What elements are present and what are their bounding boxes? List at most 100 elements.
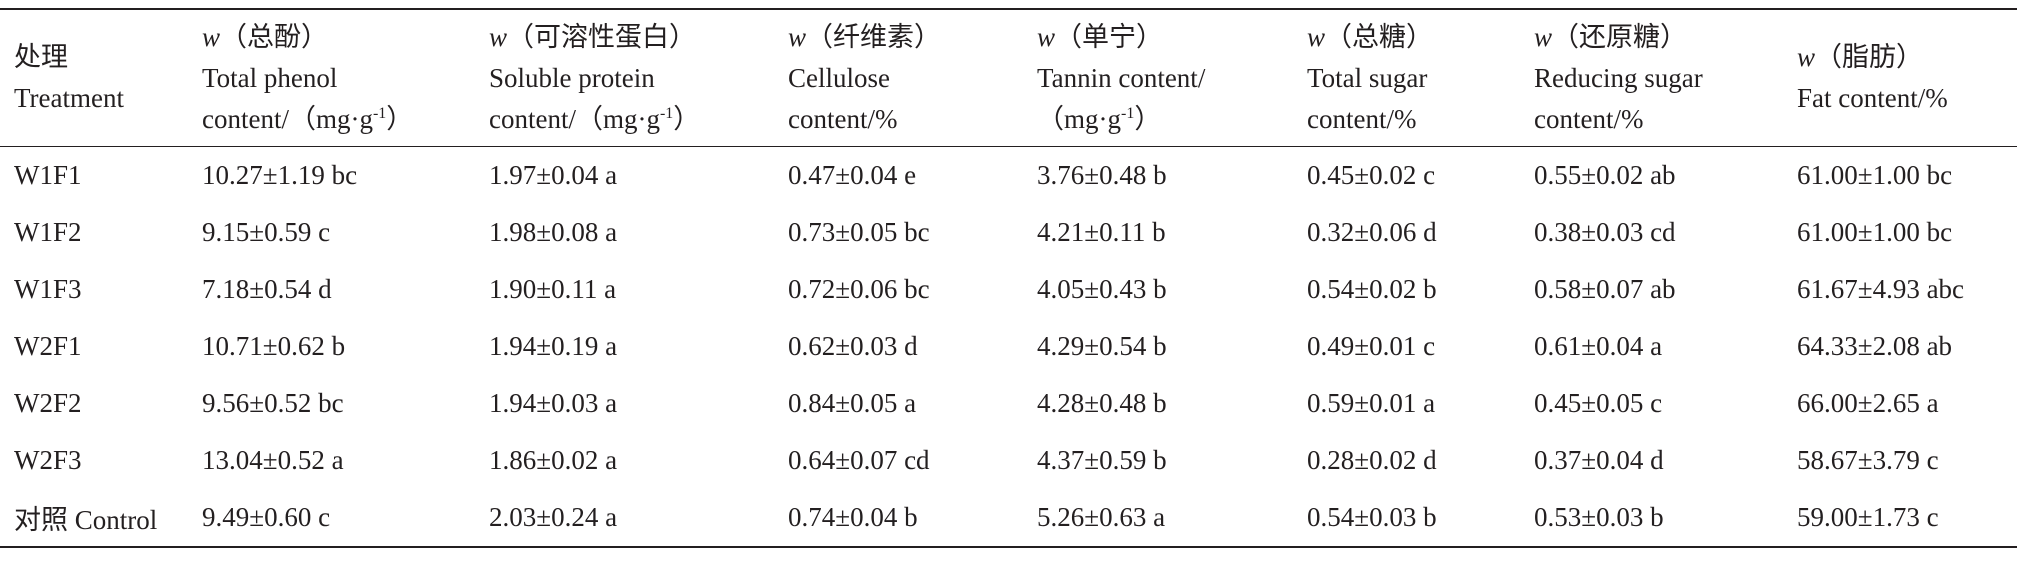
table-row: W2F3 13.04±0.52 a 1.86±0.02 a 0.64±0.07 cd 4… <box>0 432 2017 489</box>
value-cell: 1.97±0.04 a <box>489 160 618 190</box>
value-cell: 0.47±0.04 e <box>788 160 917 190</box>
header-text: content/% <box>1534 103 1644 134</box>
header-line: Soluble protein <box>489 58 788 99</box>
value-cell: 4.28±0.48 b <box>1037 388 1167 418</box>
header-cell: w（总糖） Total sugar content/% <box>1307 9 1534 147</box>
table-row: W2F2 9.56±0.52 bc 1.94±0.03 a 0.84±0.05 a 4.… <box>0 375 2017 432</box>
header-line: （mg·g-1） <box>1037 99 1307 140</box>
header-text: Reducing sugar <box>1534 62 1703 93</box>
value-cell: 0.38±0.03 cd <box>1534 217 1676 247</box>
value-cell: 4.37±0.59 b <box>1037 445 1167 475</box>
header-line: Total phenol <box>202 58 489 99</box>
value-cell: 0.45±0.02 c <box>1307 160 1436 190</box>
table-body: W1F1 10.27±1.19 bc 1.97±0.04 a 0.47±0.04 e 3… <box>0 147 2017 547</box>
treatment-cell: 对照 Control <box>14 505 158 535</box>
header-exponent: -1 <box>659 104 674 122</box>
value-cell: 1.90±0.11 a <box>489 274 617 304</box>
value-cell: 66.00±2.65 a <box>1797 388 1939 418</box>
header-text: Total phenol <box>202 62 338 93</box>
header-line: content/% <box>1534 99 1797 140</box>
header-exponent: -1 <box>1121 104 1135 122</box>
header-text: （总酚） <box>220 21 329 52</box>
value-cell: 0.62±0.03 d <box>788 331 918 361</box>
value-cell: 10.27±1.19 bc <box>202 160 358 190</box>
table-row: W1F1 10.27±1.19 bc 1.97±0.04 a 0.47±0.04 e 3… <box>0 147 2017 205</box>
value-cell: 59.00±1.73 c <box>1797 502 1939 532</box>
value-cell: 7.18±0.54 d <box>202 274 332 304</box>
value-cell: 1.86±0.02 a <box>489 445 618 475</box>
header-text: ） <box>1134 103 1162 134</box>
value-cell: 0.54±0.02 b <box>1307 274 1437 304</box>
header-text: （还原糖） <box>1552 21 1688 52</box>
value-cell: 4.29±0.54 b <box>1037 331 1167 361</box>
header-text: Total sugar <box>1307 62 1428 93</box>
value-cell: 0.84±0.05 a <box>788 388 917 418</box>
header-symbol: w <box>788 21 807 52</box>
table-header: 处理 Treatment w（总酚） Total phenol content/（mg·… <box>0 9 2017 147</box>
header-cell: w（纤维素） Cellulose content/% <box>788 9 1037 147</box>
header-symbol: w <box>489 21 508 52</box>
header-text: ） <box>673 103 701 134</box>
header-line: w（总酚） <box>202 17 489 58</box>
value-cell: 0.32±0.06 d <box>1307 217 1437 247</box>
header-line: Cellulose <box>788 58 1037 99</box>
header-symbol: w <box>1307 21 1326 52</box>
value-cell: 0.28±0.02 d <box>1307 445 1437 475</box>
value-cell: 0.55±0.02 ab <box>1534 160 1676 190</box>
header-text: Tannin content/ <box>1037 62 1206 93</box>
header-text: content/（mg·g <box>202 103 373 134</box>
header-text: 处理 <box>14 42 68 72</box>
value-cell: 13.04±0.52 a <box>202 445 344 475</box>
header-line: content/% <box>1307 99 1534 140</box>
header-line: Fat content/% <box>1797 78 2017 119</box>
header-text: Treatment <box>14 83 124 113</box>
header-text: （总糖） <box>1325 21 1434 52</box>
header-symbol: w <box>1797 42 1816 72</box>
value-cell: 0.54±0.03 b <box>1307 502 1437 532</box>
header-text: content/% <box>1307 103 1417 134</box>
value-cell: 0.59±0.01 a <box>1307 388 1436 418</box>
value-cell: 0.74±0.04 b <box>788 502 918 532</box>
value-cell: 9.49±0.60 c <box>202 502 331 532</box>
value-cell: 2.03±0.24 a <box>489 502 618 532</box>
value-cell: 9.15±0.59 c <box>202 217 331 247</box>
header-symbol: w <box>1037 21 1056 52</box>
header-line: w（可溶性蛋白） <box>489 17 788 58</box>
value-cell: 58.67±3.79 c <box>1797 445 1939 475</box>
value-cell: 0.72±0.06 bc <box>788 274 930 304</box>
header-line: Tannin content/ <box>1037 58 1307 99</box>
header-symbol: w <box>202 21 221 52</box>
value-cell: 0.37±0.04 d <box>1534 445 1664 475</box>
header-text: Fat content/% <box>1797 83 1948 113</box>
treatment-cell: W2F2 <box>14 388 82 418</box>
value-cell: 1.98±0.08 a <box>489 217 618 247</box>
header-text: （脂肪） <box>1815 42 1924 72</box>
header-line: w（还原糖） <box>1534 17 1797 58</box>
value-cell: 61.00±1.00 bc <box>1797 217 1953 247</box>
header-line: w（总糖） <box>1307 17 1534 58</box>
treatment-cell: W1F3 <box>14 274 82 304</box>
value-cell: 0.49±0.01 c <box>1307 331 1436 361</box>
table-row: 对照 Control 9.49±0.60 c 2.03±0.24 a 0.74±0.0… <box>0 489 2017 547</box>
value-cell: 61.00±1.00 bc <box>1797 160 1953 190</box>
header-cell: w（单宁） Tannin content/ （mg·g-1） <box>1037 9 1307 147</box>
header-text: （纤维素） <box>806 21 942 52</box>
header-row: 处理 Treatment w（总酚） Total phenol content/（mg·… <box>0 9 2017 147</box>
header-text: Cellulose <box>788 62 890 93</box>
table-row: W2F1 10.71±0.62 b 1.94±0.19 a 0.62±0.03 d 4.… <box>0 318 2017 375</box>
header-cell: w（还原糖） Reducing sugar content/% <box>1534 9 1797 147</box>
value-cell: 0.45±0.05 c <box>1534 388 1663 418</box>
treatment-cell: W2F3 <box>14 445 82 475</box>
value-cell: 0.53±0.03 b <box>1534 502 1664 532</box>
value-cell: 9.56±0.52 bc <box>202 388 344 418</box>
header-text: content/（mg·g <box>489 103 660 134</box>
treatment-cell: W1F2 <box>14 217 82 247</box>
header-line: w（脂肪） <box>1797 37 2017 78</box>
header-line: Reducing sugar <box>1534 58 1797 99</box>
header-line: w（单宁） <box>1037 17 1307 58</box>
value-cell: 4.21±0.11 b <box>1037 217 1166 247</box>
header-line: content/% <box>788 99 1037 140</box>
header-cell: w（可溶性蛋白） Soluble protein content/（mg·g-1） <box>489 9 788 147</box>
value-cell: 61.67±4.93 abc <box>1797 274 1965 304</box>
data-table: 处理 Treatment w（总酚） Total phenol content/（mg·… <box>0 8 2017 548</box>
